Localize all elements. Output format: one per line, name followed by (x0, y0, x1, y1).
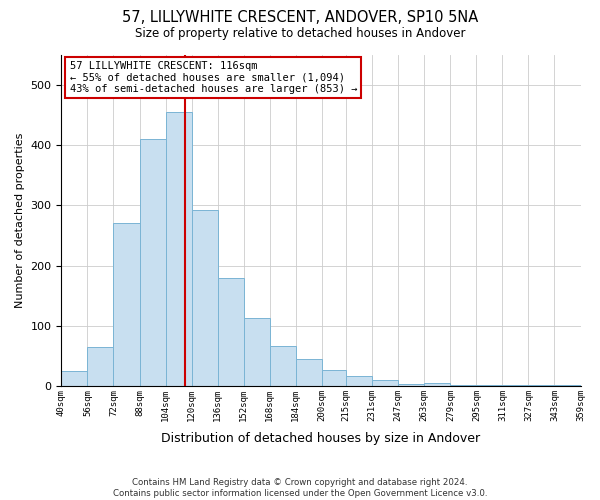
Bar (554, 384, 581, 386)
Bar (322, 370, 346, 386)
X-axis label: Distribution of detached houses by size in Andover: Distribution of detached houses by size … (161, 432, 481, 445)
Bar (269, 346, 296, 386)
Text: Size of property relative to detached houses in Andover: Size of property relative to detached ho… (135, 28, 465, 40)
Bar (476, 384, 502, 386)
Bar (372, 380, 398, 386)
Bar (346, 376, 372, 386)
Bar (398, 384, 424, 386)
Text: 57, LILLYWHITE CRESCENT, ANDOVER, SP10 5NA: 57, LILLYWHITE CRESCENT, ANDOVER, SP10 5… (122, 10, 478, 25)
Bar (451, 384, 476, 386)
Bar (88, 347, 113, 386)
Bar (166, 112, 191, 386)
Bar (424, 383, 451, 386)
Bar (529, 384, 554, 386)
Bar (113, 224, 140, 386)
Bar (296, 360, 322, 386)
Bar (244, 318, 269, 386)
Y-axis label: Number of detached properties: Number of detached properties (15, 132, 25, 308)
Bar (61, 371, 88, 386)
Bar (140, 139, 166, 386)
Text: Contains HM Land Registry data © Crown copyright and database right 2024.
Contai: Contains HM Land Registry data © Crown c… (113, 478, 487, 498)
Text: 57 LILLYWHITE CRESCENT: 116sqm
← 55% of detached houses are smaller (1,094)
43% : 57 LILLYWHITE CRESCENT: 116sqm ← 55% of … (70, 61, 357, 94)
Bar (191, 210, 218, 386)
Bar (218, 278, 244, 386)
Bar (502, 384, 529, 386)
